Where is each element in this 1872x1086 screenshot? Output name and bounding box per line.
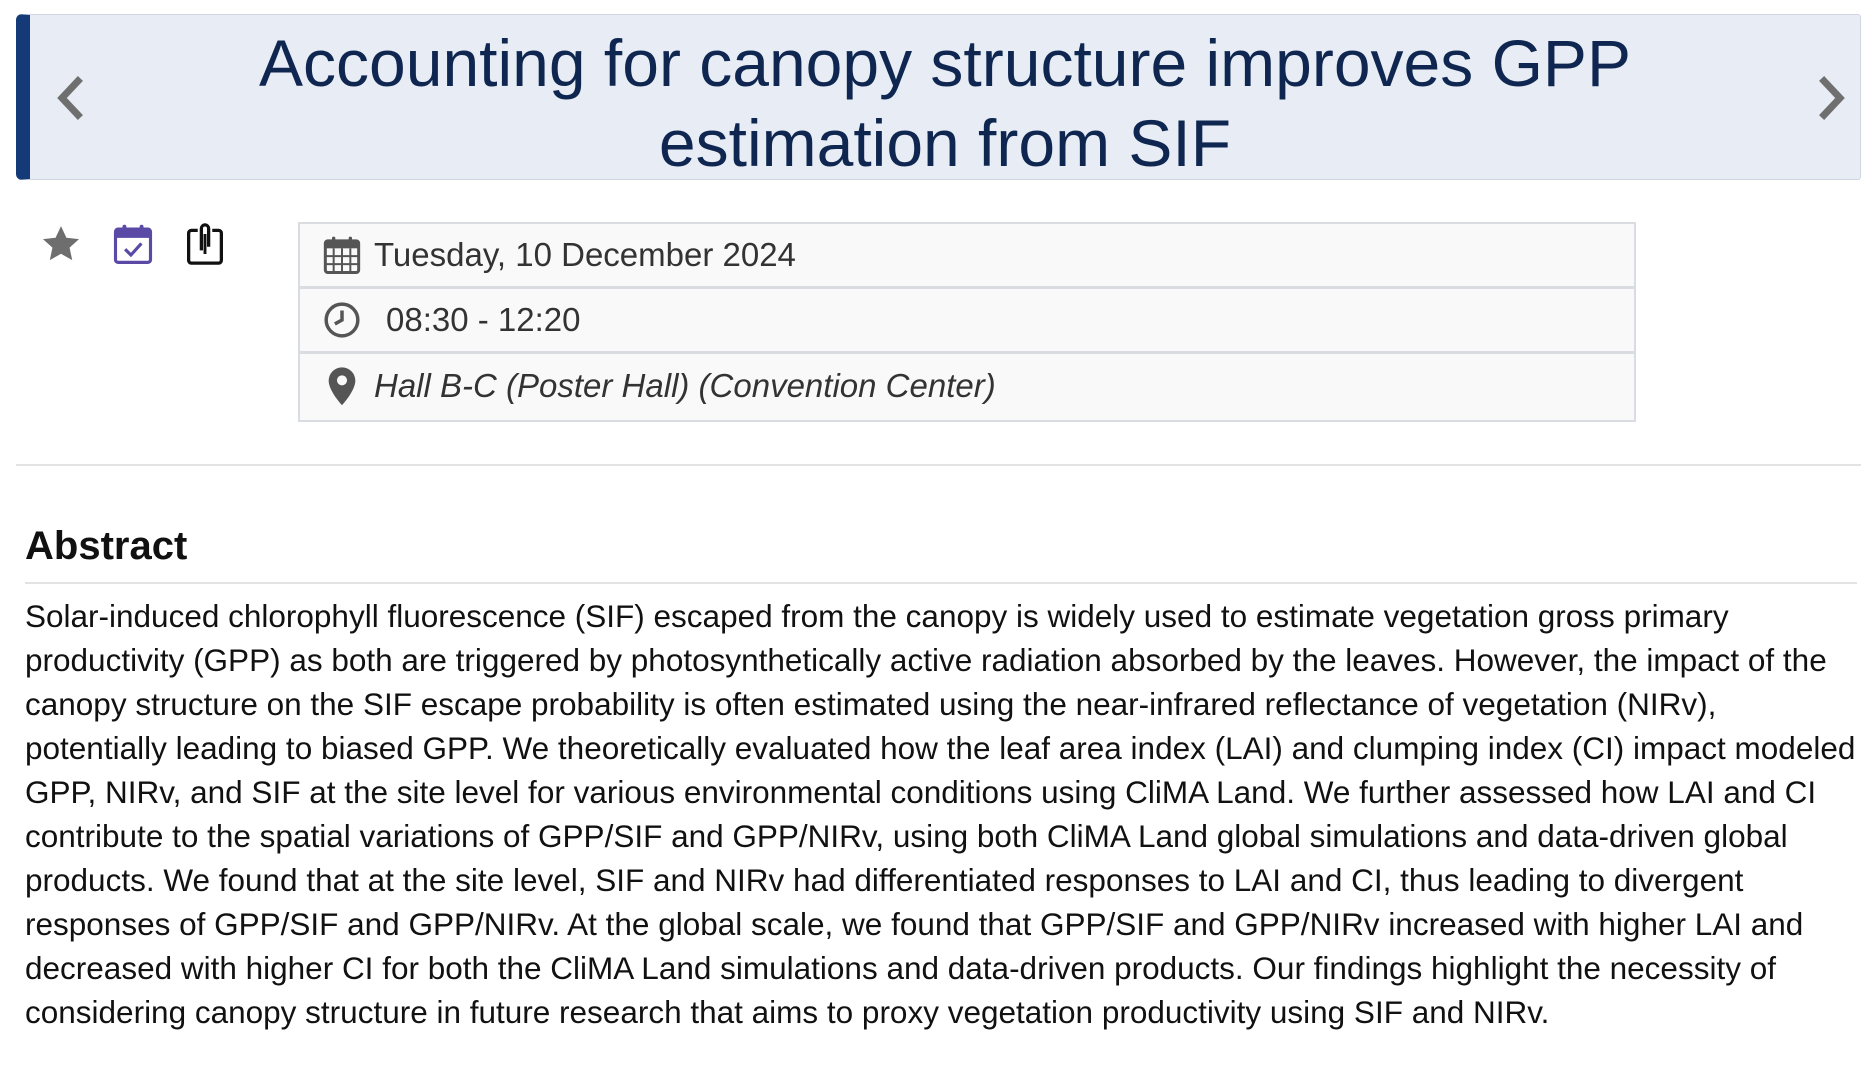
session-date: Tuesday, 10 December 2024	[374, 236, 796, 273]
session-time: 08:30 - 12:20	[386, 301, 581, 338]
abstract-heading: Abstract	[25, 524, 188, 568]
session-location-row: Hall B-C (Poster Hall) (Convention Cente…	[300, 354, 1634, 418]
session-date-row: Tuesday, 10 December 2024	[300, 224, 1634, 289]
page-title: Accounting for canopy structure improves…	[259, 26, 1631, 180]
session-location: Hall B-C (Poster Hall) (Convention Cente…	[374, 367, 996, 404]
session-time-row: 08:30 - 12:20	[300, 289, 1634, 354]
calendar-icon	[320, 233, 364, 277]
map-pin-icon	[320, 364, 364, 408]
previous-arrow-button[interactable]	[50, 75, 90, 121]
star-icon	[42, 226, 80, 261]
share-button[interactable]	[184, 222, 226, 266]
share-clipboard-icon	[187, 223, 223, 265]
calendar-check-icon	[113, 224, 153, 264]
action-toolbar	[40, 222, 226, 266]
clock-icon	[320, 298, 364, 342]
section-divider	[16, 464, 1861, 466]
chevron-left-icon	[57, 76, 83, 120]
next-arrow-button[interactable]	[1812, 75, 1852, 121]
abstract-text: Solar-induced chlorophyll fluorescence (…	[25, 598, 1856, 1030]
add-to-calendar-button[interactable]	[112, 222, 154, 266]
chevron-right-icon	[1819, 76, 1845, 120]
favorite-button[interactable]	[40, 222, 82, 266]
abstract-divider	[25, 582, 1857, 584]
session-info-box: Tuesday, 10 December 2024 08:30 - 12:20 …	[298, 222, 1636, 422]
title-banner: Accounting for canopy structure improves…	[16, 14, 1861, 180]
